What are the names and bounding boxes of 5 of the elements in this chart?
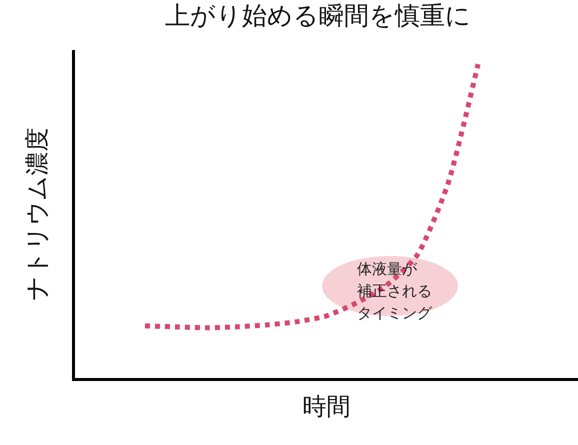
chart-title: 上がり始める瞬間を慎重に [164,1,471,30]
x-axis-title: 時間 [302,392,350,420]
annotation: タイミング [357,304,433,322]
y-axis-title: ナトリウム濃度 [23,128,52,300]
annotation: 体液量が [357,260,418,278]
